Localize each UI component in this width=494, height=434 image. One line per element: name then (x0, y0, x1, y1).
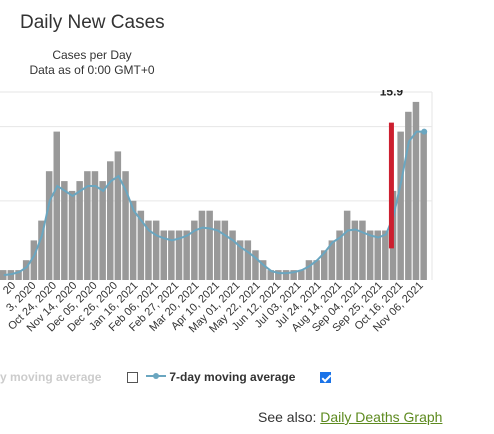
bar (236, 240, 244, 280)
bar (68, 190, 76, 280)
bar (420, 131, 427, 280)
bar (38, 220, 45, 280)
bar (336, 230, 343, 280)
bar (84, 171, 91, 280)
bar (214, 220, 221, 280)
bar (244, 240, 252, 280)
bar (328, 240, 336, 280)
bar (191, 220, 198, 280)
bar (0, 270, 7, 280)
bar (359, 220, 366, 280)
bar (313, 260, 320, 280)
bar (15, 270, 22, 280)
annotation-label: 15.9 (380, 90, 404, 99)
bar (129, 200, 137, 280)
bar (343, 210, 351, 280)
bar (412, 101, 420, 281)
bar (229, 230, 236, 280)
bar (107, 161, 114, 280)
bar (168, 230, 175, 280)
bar (114, 151, 122, 280)
chart-title: Daily New Cases (20, 12, 165, 33)
bar (53, 131, 60, 280)
bar (160, 230, 167, 280)
bar (267, 270, 274, 280)
legend-item-1[interactable]: y moving average (0, 370, 101, 384)
bar (290, 270, 297, 280)
bar (366, 230, 374, 280)
bar (259, 260, 267, 280)
bar (61, 181, 68, 280)
bar (221, 220, 229, 280)
bar (382, 230, 389, 280)
bar (45, 171, 53, 280)
bar (175, 230, 183, 280)
legend-item-2-checkbox[interactable] (320, 372, 331, 383)
bar (397, 131, 404, 280)
chart-data-date: Data as of 0:00 GMT+0 (29, 63, 155, 77)
legend-item-1-label: y moving average (0, 370, 102, 384)
moving-average-line-icon (146, 373, 166, 379)
bar (321, 250, 328, 280)
bar (152, 220, 160, 280)
bar (198, 210, 206, 280)
legend-item-2-label: 7-day moving average (169, 370, 296, 384)
moving-average-line (3, 130, 425, 277)
legend-item-2[interactable]: 7-day moving average (146, 370, 295, 384)
bar (206, 210, 213, 280)
bar (282, 270, 290, 280)
see-also: See also: Daily Deaths Graph (258, 409, 442, 425)
chart-subtitle: Cases per Day (52, 48, 132, 62)
bar (22, 260, 30, 280)
bar (30, 240, 38, 280)
bar (351, 220, 359, 280)
see-also-prefix: See also: (258, 409, 317, 425)
moving-average-point (421, 128, 428, 135)
bar (275, 270, 282, 280)
bar (122, 171, 129, 280)
bar (252, 250, 259, 280)
bar (298, 270, 305, 280)
legend-item-1-checkbox[interactable] (127, 372, 138, 383)
bar (183, 230, 190, 280)
bar (405, 111, 412, 280)
bar (76, 181, 83, 280)
daily-deaths-link[interactable]: Daily Deaths Graph (320, 409, 443, 425)
bar (305, 260, 313, 280)
bar (374, 230, 381, 280)
bar (91, 171, 99, 280)
bar (137, 210, 145, 280)
bar (145, 220, 152, 280)
bar (99, 181, 106, 280)
